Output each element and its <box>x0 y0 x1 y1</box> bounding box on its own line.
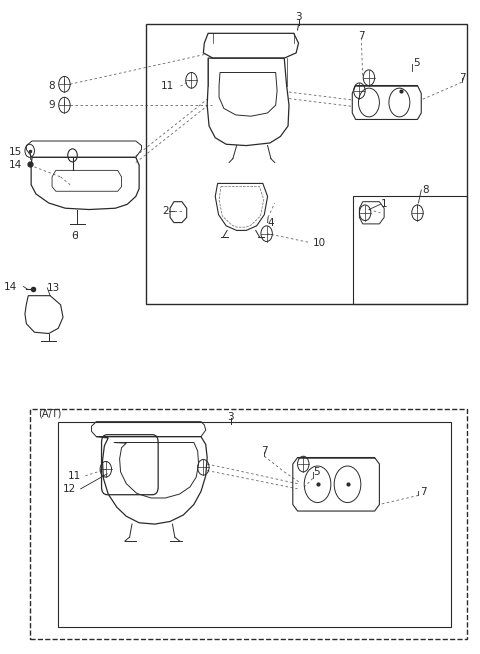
Text: 3: 3 <box>295 12 302 22</box>
Text: 14: 14 <box>9 160 23 170</box>
Text: 7: 7 <box>420 487 426 497</box>
Text: 7: 7 <box>459 73 466 82</box>
Text: 5: 5 <box>313 467 319 477</box>
Text: 7: 7 <box>358 31 365 41</box>
Text: 13: 13 <box>48 283 60 293</box>
Text: 5: 5 <box>414 58 420 68</box>
Text: 8: 8 <box>422 185 429 195</box>
Text: 10: 10 <box>313 239 326 249</box>
Bar <box>353 196 468 304</box>
Bar <box>58 422 451 627</box>
Text: 1: 1 <box>380 199 387 209</box>
Bar <box>146 24 468 304</box>
Text: 11: 11 <box>161 81 174 91</box>
Text: 6: 6 <box>72 231 78 241</box>
Text: 8: 8 <box>48 80 55 90</box>
Text: 7: 7 <box>261 446 267 456</box>
Text: 9: 9 <box>48 100 55 110</box>
Text: 3: 3 <box>228 412 234 422</box>
Text: 14: 14 <box>4 281 17 292</box>
Text: 15: 15 <box>9 147 23 157</box>
Text: 2: 2 <box>162 206 169 216</box>
Text: 12: 12 <box>62 484 76 494</box>
Text: 11: 11 <box>67 471 81 481</box>
Text: 4: 4 <box>267 218 274 228</box>
Bar <box>30 409 468 639</box>
Text: (A/T): (A/T) <box>38 408 61 418</box>
